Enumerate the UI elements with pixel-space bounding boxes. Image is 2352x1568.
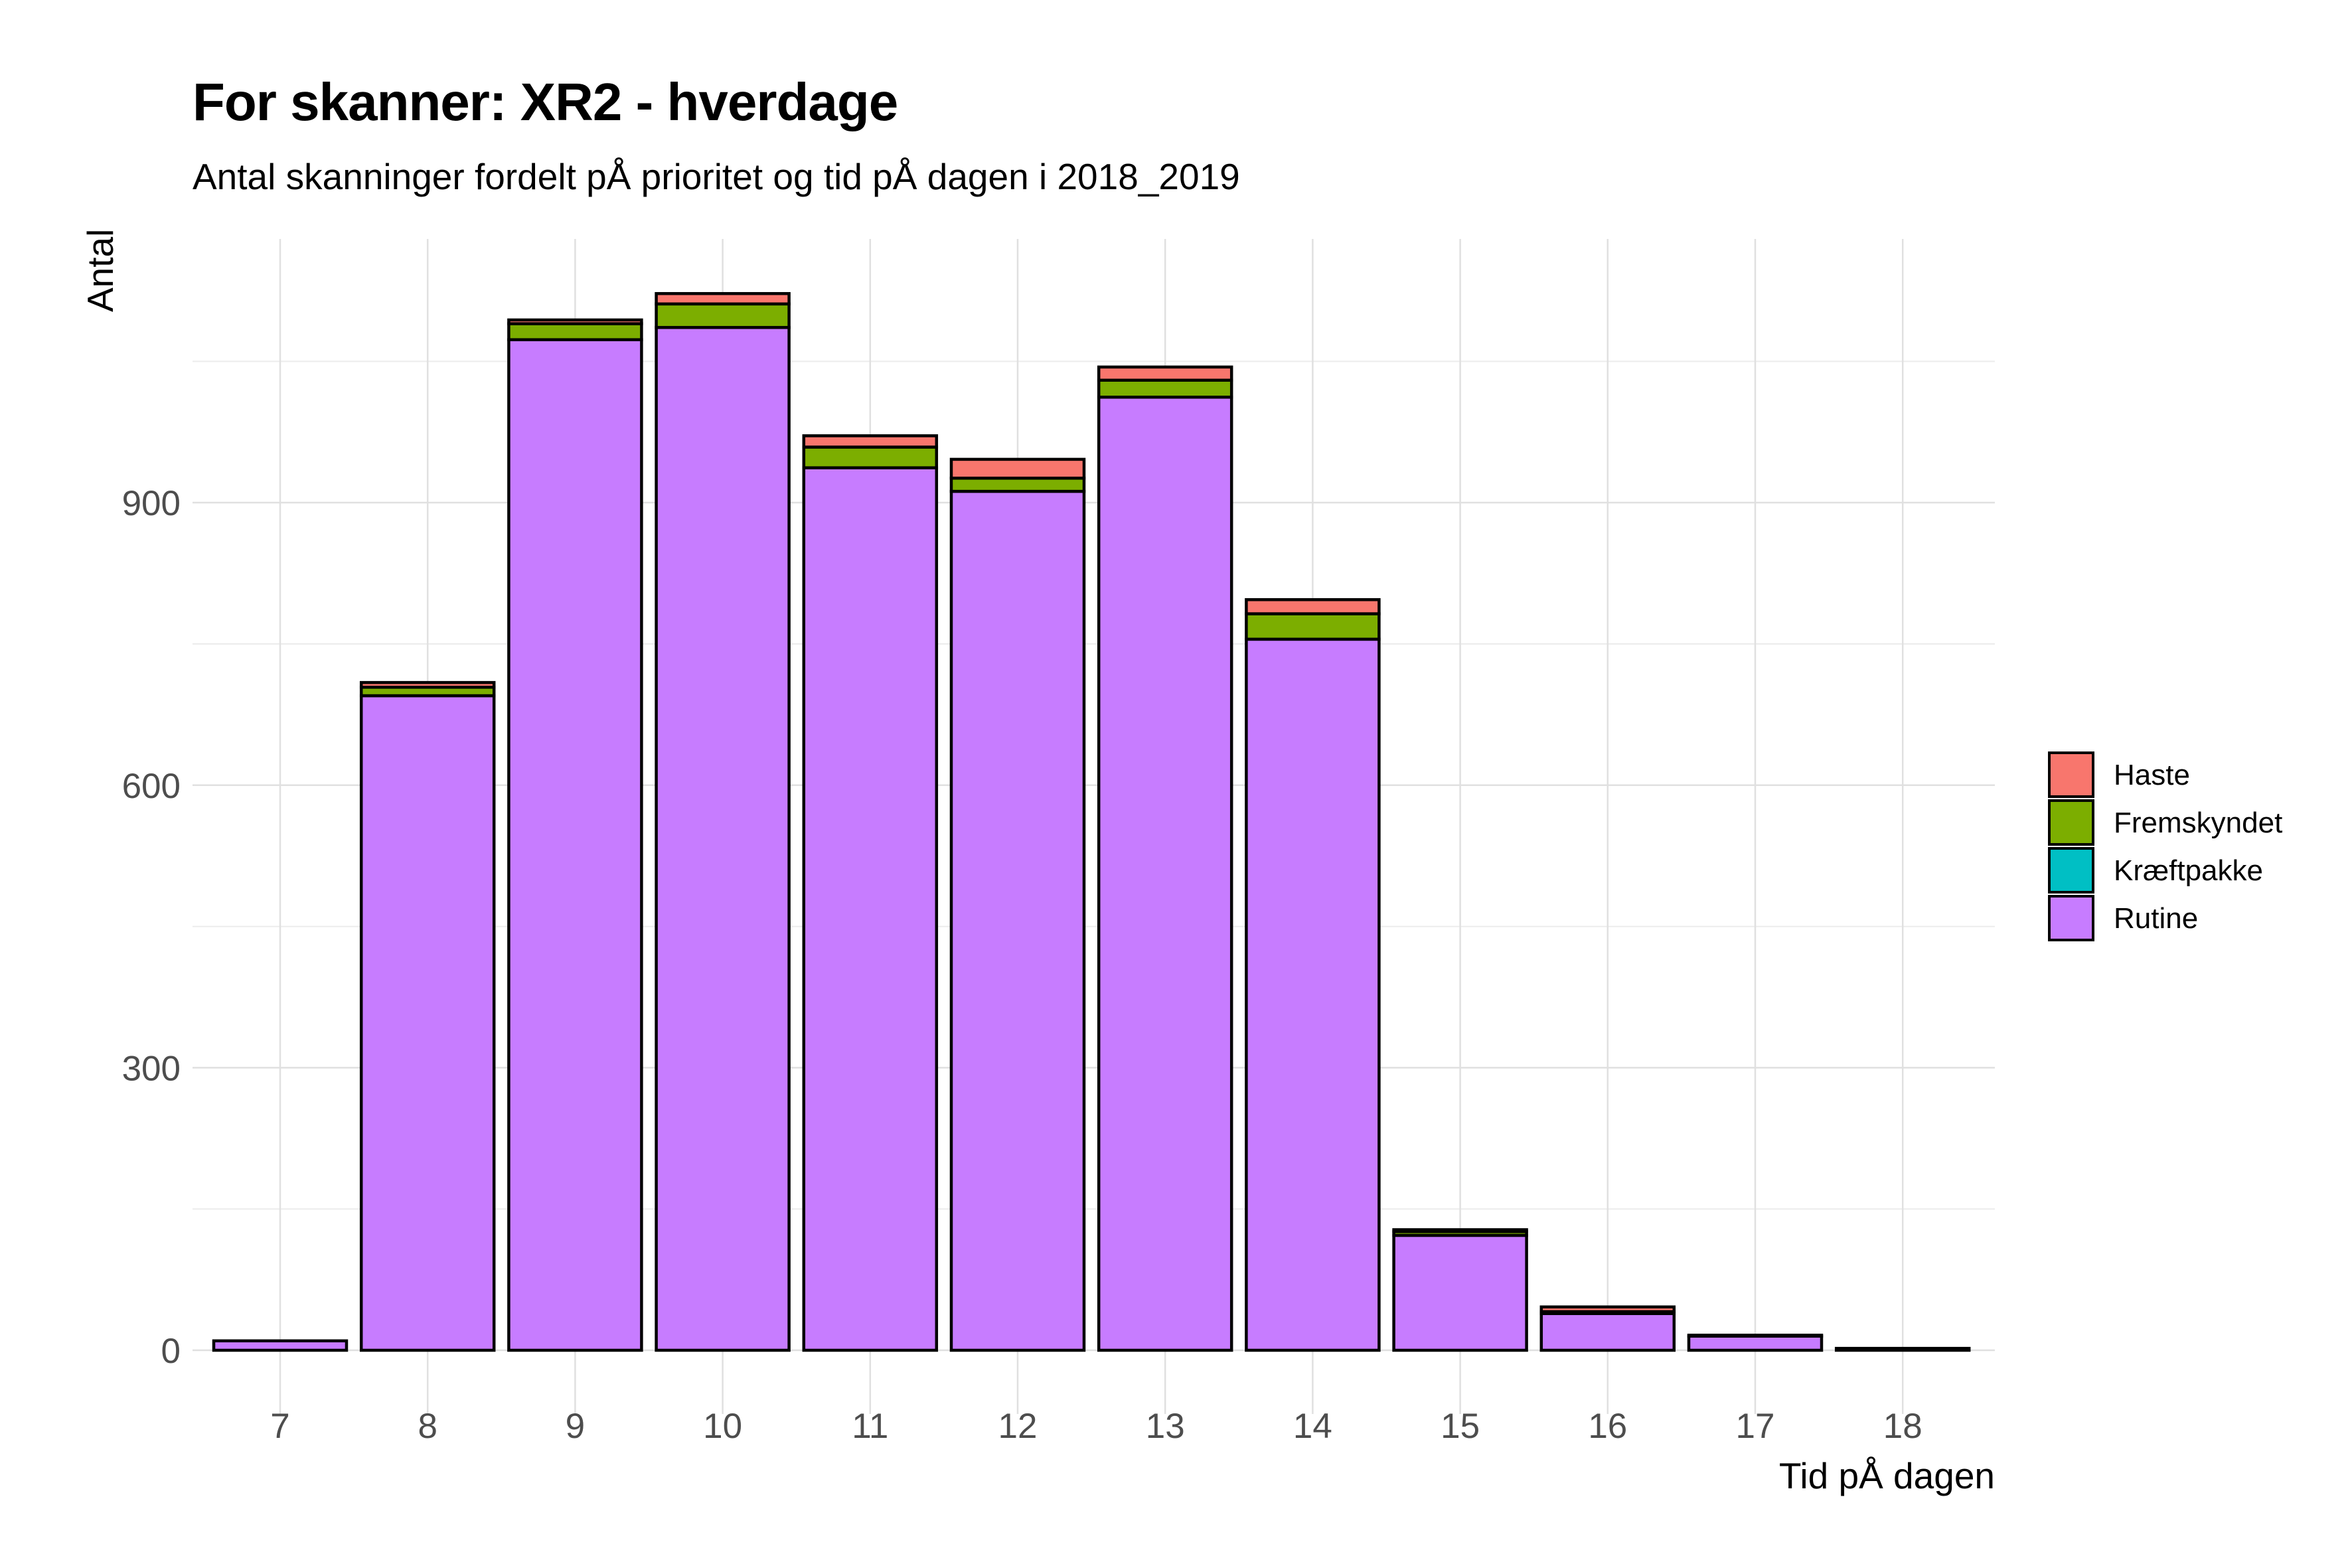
legend-key-rutine bbox=[2048, 895, 2094, 941]
bar-segment-haste-16 bbox=[1539, 1305, 1676, 1314]
bar-segment-rutine-16 bbox=[1539, 1312, 1676, 1352]
bar-segment-fremskyndet-10 bbox=[655, 302, 791, 329]
x-tick-label: 8 bbox=[418, 1407, 437, 1446]
x-tick-label: 12 bbox=[998, 1407, 1038, 1446]
x-tick-label: 9 bbox=[566, 1407, 585, 1446]
x-tick-label: 11 bbox=[852, 1407, 888, 1446]
bar-segment-rutine-12 bbox=[949, 489, 1086, 1352]
y-axis-label: Antal bbox=[80, 229, 121, 312]
bar-segment-rutine-18 bbox=[1834, 1346, 1971, 1352]
bar-segment-rutine-15 bbox=[1392, 1233, 1528, 1352]
bars bbox=[212, 291, 1971, 1352]
bar-segment-rutine-14 bbox=[1245, 637, 1381, 1352]
legend-key-haste bbox=[2048, 751, 2094, 798]
y-tick-label: 600 bbox=[122, 767, 181, 806]
bar-segment-haste-8 bbox=[359, 680, 496, 689]
bar-segment-fremskyndet-13 bbox=[1097, 378, 1233, 399]
bar-segment-fremskyndet-9 bbox=[507, 322, 643, 341]
bar-segment-haste-9 bbox=[507, 318, 643, 325]
bar-segment-rutine-10 bbox=[655, 326, 791, 1352]
x-ticks: 7 8 9 10 11 12 13 14 15 16 17 18 bbox=[270, 1407, 1922, 1446]
bar-segment-haste-11 bbox=[802, 434, 939, 449]
x-axis-label: Tid pÅ dagen bbox=[1779, 1455, 1995, 1496]
bar-segment-haste-15 bbox=[1392, 1228, 1528, 1233]
legend-label-haste: Haste bbox=[2114, 759, 2190, 791]
legend-key-kræftpakke bbox=[2048, 847, 2094, 894]
chart-title: For skanner: XR2 - hverdage bbox=[193, 72, 898, 131]
y-tick-label: 300 bbox=[122, 1049, 181, 1088]
bar-segment-haste-13 bbox=[1097, 365, 1233, 382]
x-tick-label: 17 bbox=[1736, 1407, 1775, 1446]
y-tick-label: 0 bbox=[161, 1332, 181, 1371]
bar-segment-fremskyndet-17 bbox=[1687, 1334, 1824, 1338]
bar-segment-haste-12 bbox=[949, 457, 1086, 480]
x-tick-label: 13 bbox=[1146, 1407, 1185, 1446]
legend: Haste Fremskyndet Kræftpakke Rutine bbox=[2048, 751, 2282, 941]
legend-label-fremskyndet: Fremskyndet bbox=[2114, 807, 2282, 839]
x-tick-label: 16 bbox=[1588, 1407, 1627, 1446]
bar-segment-rutine-7 bbox=[212, 1339, 349, 1352]
bar-segment-rutine-17 bbox=[1687, 1334, 1824, 1352]
y-tick-label: 900 bbox=[122, 484, 181, 523]
bar-segment-rutine-8 bbox=[359, 694, 496, 1352]
bar-segment-haste-14 bbox=[1245, 598, 1381, 615]
x-tick-label: 7 bbox=[270, 1407, 289, 1446]
y-ticks: 0 300 600 900 bbox=[122, 484, 181, 1371]
bar-segment-rutine-11 bbox=[802, 466, 939, 1352]
bar-segment-haste-10 bbox=[655, 291, 791, 306]
legend-label-kræftpakke: Kræftpakke bbox=[2114, 854, 2263, 887]
bar-segment-rutine-13 bbox=[1097, 396, 1233, 1352]
x-tick-label: 10 bbox=[703, 1407, 742, 1446]
bar-segment-rutine-9 bbox=[507, 338, 643, 1352]
bar-segment-fremskyndet-12 bbox=[949, 477, 1086, 493]
chart-subtitle: Antal skanninger fordelt pÅ prioritet og… bbox=[193, 156, 1240, 197]
x-tick-label: 18 bbox=[1883, 1407, 1922, 1446]
x-tick-label: 15 bbox=[1441, 1407, 1480, 1446]
legend-label-rutine: Rutine bbox=[2114, 902, 2198, 935]
bar-segment-fremskyndet-14 bbox=[1245, 612, 1381, 641]
bar-segment-fremskyndet-11 bbox=[802, 445, 939, 469]
x-tick-label: 14 bbox=[1293, 1407, 1332, 1446]
legend-key-fremskyndet bbox=[2048, 799, 2094, 846]
